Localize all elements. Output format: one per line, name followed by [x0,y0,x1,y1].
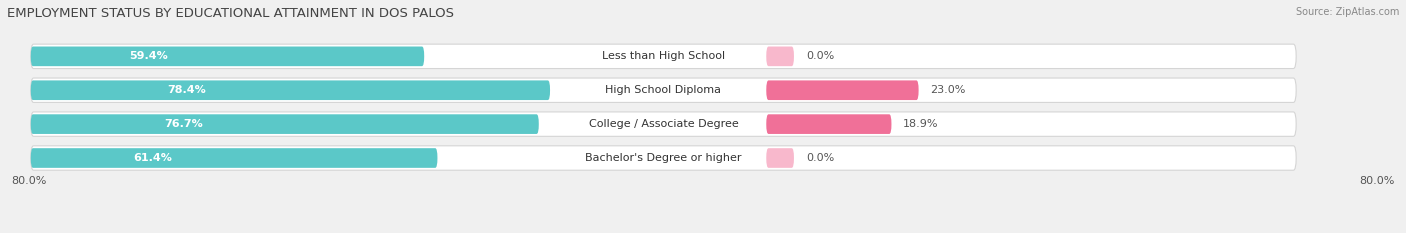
FancyBboxPatch shape [766,148,794,168]
Text: 80.0%: 80.0% [1360,176,1395,186]
Text: 59.4%: 59.4% [129,51,169,61]
Text: Source: ZipAtlas.com: Source: ZipAtlas.com [1295,7,1399,17]
Text: 76.7%: 76.7% [163,119,202,129]
Text: 61.4%: 61.4% [134,153,172,163]
FancyBboxPatch shape [766,80,918,100]
Text: 23.0%: 23.0% [931,85,966,95]
FancyBboxPatch shape [31,146,1296,170]
Text: Bachelor's Degree or higher: Bachelor's Degree or higher [585,153,742,163]
FancyBboxPatch shape [31,112,1296,136]
Text: 78.4%: 78.4% [167,85,205,95]
Text: EMPLOYMENT STATUS BY EDUCATIONAL ATTAINMENT IN DOS PALOS: EMPLOYMENT STATUS BY EDUCATIONAL ATTAINM… [7,7,454,20]
FancyBboxPatch shape [31,114,538,134]
Text: Less than High School: Less than High School [602,51,725,61]
FancyBboxPatch shape [31,148,437,168]
Text: 80.0%: 80.0% [11,176,46,186]
FancyBboxPatch shape [31,80,550,100]
FancyBboxPatch shape [31,78,1296,103]
FancyBboxPatch shape [31,47,425,66]
FancyBboxPatch shape [766,47,794,66]
Text: College / Associate Degree: College / Associate Degree [589,119,738,129]
Text: 0.0%: 0.0% [806,153,834,163]
Text: High School Diploma: High School Diploma [606,85,721,95]
FancyBboxPatch shape [766,114,891,134]
Text: 18.9%: 18.9% [903,119,939,129]
FancyBboxPatch shape [31,44,1296,69]
Text: 0.0%: 0.0% [806,51,834,61]
